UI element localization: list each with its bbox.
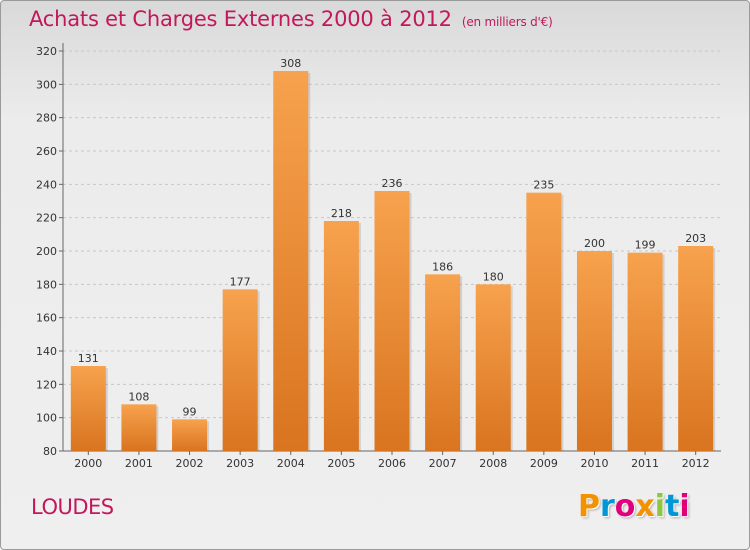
x-tick-label-2009: 2009 xyxy=(530,457,558,470)
y-tick-label-320: 320 xyxy=(36,45,57,58)
logo-letter: r xyxy=(600,489,615,524)
bar-2008 xyxy=(475,284,511,451)
bar-2006 xyxy=(374,191,410,451)
bar-2011 xyxy=(627,252,663,451)
x-tick-label-2006: 2006 xyxy=(378,457,406,470)
bar-2007 xyxy=(425,274,461,451)
bar-value-label-2012: 203 xyxy=(685,232,706,245)
x-tick-label-2004: 2004 xyxy=(277,457,305,470)
x-tick-label-2000: 2000 xyxy=(74,457,102,470)
y-tick-label-120: 120 xyxy=(36,378,57,391)
x-tick-label-2005: 2005 xyxy=(327,457,355,470)
bar-value-label-2003: 177 xyxy=(230,275,251,288)
y-tick-label-80: 80 xyxy=(43,445,57,458)
logo-letter: o xyxy=(614,489,636,524)
bar-labels: 131 108 99 177 308 218 236 186 180 235 200 199 203 xyxy=(78,57,706,418)
x-tick-label-2011: 2011 xyxy=(631,457,659,470)
bar-2000 xyxy=(70,366,106,451)
logo-letter: i xyxy=(679,489,690,524)
bar-value-label-2002: 99 xyxy=(183,405,197,418)
logo-letter: P xyxy=(578,489,600,524)
x-tick-label-2007: 2007 xyxy=(429,457,457,470)
bars xyxy=(70,71,716,451)
bar-value-label-2005: 218 xyxy=(331,207,352,220)
proxiti-logo[interactable]: Proxiti xyxy=(578,489,690,524)
chart-title-text: Achats et Charges Externes 2000 à 2012 xyxy=(29,7,452,31)
bar-2001 xyxy=(121,404,157,451)
bar-2002 xyxy=(172,419,208,451)
y-tick-label-100: 100 xyxy=(36,412,57,425)
bar-2010 xyxy=(576,251,612,451)
bar-2012 xyxy=(678,246,714,451)
bar-2009 xyxy=(526,192,562,451)
bar-value-label-2001: 108 xyxy=(128,390,149,403)
y-tick-label-220: 220 xyxy=(36,212,57,225)
commune-name: LOUDES xyxy=(31,495,114,519)
bar-value-label-2004: 308 xyxy=(280,57,301,70)
bar-2005 xyxy=(323,221,359,451)
x-tick-label-2001: 2001 xyxy=(125,457,153,470)
x-tick-label-2012: 2012 xyxy=(682,457,710,470)
y-tick-label-160: 160 xyxy=(36,312,57,325)
logo-letter: x xyxy=(635,489,655,524)
y-tick-label-300: 300 xyxy=(36,78,57,91)
bar-value-label-2010: 200 xyxy=(584,237,605,250)
y-tick-label-180: 180 xyxy=(36,278,57,291)
y-tick-label-280: 280 xyxy=(36,112,57,125)
bar-value-label-2009: 235 xyxy=(533,179,554,192)
bar-2004 xyxy=(273,71,309,451)
chart-title: Achats et Charges Externes 2000 à 2012 (e… xyxy=(29,7,553,31)
y-tick-label-260: 260 xyxy=(36,145,57,158)
bar-value-label-2000: 131 xyxy=(78,352,99,365)
x-tick-label-2002: 2002 xyxy=(176,457,204,470)
bar-value-label-2011: 199 xyxy=(635,239,656,252)
bar-value-label-2007: 186 xyxy=(432,260,453,273)
logo-letter: i xyxy=(654,489,666,524)
x-tick-label-2003: 2003 xyxy=(226,457,254,470)
y-tick-label-240: 240 xyxy=(36,178,57,191)
bar-value-label-2006: 236 xyxy=(382,177,403,190)
y-tick-label-140: 140 xyxy=(36,345,57,358)
bar-2003 xyxy=(222,289,258,451)
x-tick-label-2010: 2010 xyxy=(580,457,608,470)
y-tick-label-200: 200 xyxy=(36,245,57,258)
bar-value-label-2008: 180 xyxy=(483,270,504,283)
logo-letter: t xyxy=(665,489,680,524)
x-tick-label-2008: 2008 xyxy=(479,457,507,470)
chart-subtitle: (en milliers d'€) xyxy=(461,15,553,29)
